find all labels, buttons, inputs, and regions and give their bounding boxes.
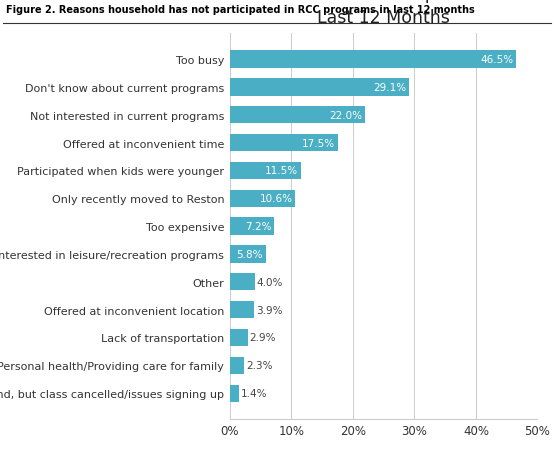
Text: 22.0%: 22.0% [330,110,363,120]
Bar [230,107,365,124]
Bar [230,329,248,346]
Title: Reasons Household Has Not Participated in RCC Programs in
Last 12 Months: Reasons Household Has Not Participated i… [120,0,554,27]
Text: 17.5%: 17.5% [302,138,335,148]
Bar [230,274,254,291]
Text: 7.2%: 7.2% [245,221,271,232]
Bar [230,246,265,263]
Bar [230,79,409,97]
Bar [230,357,244,374]
Bar [230,301,254,318]
Text: 10.6%: 10.6% [260,194,293,204]
Bar [230,135,337,152]
Text: 2.3%: 2.3% [246,360,273,371]
Text: 11.5%: 11.5% [265,166,298,176]
Text: 46.5%: 46.5% [480,55,514,65]
Bar [230,385,239,402]
Text: Figure 2. Reasons household has not participated in RCC programs in last 12 mont: Figure 2. Reasons household has not part… [6,5,474,14]
Bar [230,190,295,207]
Bar [230,51,516,69]
Bar [230,162,301,179]
Text: 1.4%: 1.4% [240,388,267,398]
Text: 2.9%: 2.9% [250,333,276,343]
Text: 3.9%: 3.9% [256,305,282,315]
Text: 4.0%: 4.0% [257,277,283,287]
Text: 5.8%: 5.8% [237,249,263,259]
Text: 29.1%: 29.1% [373,83,407,93]
Bar [230,218,274,235]
